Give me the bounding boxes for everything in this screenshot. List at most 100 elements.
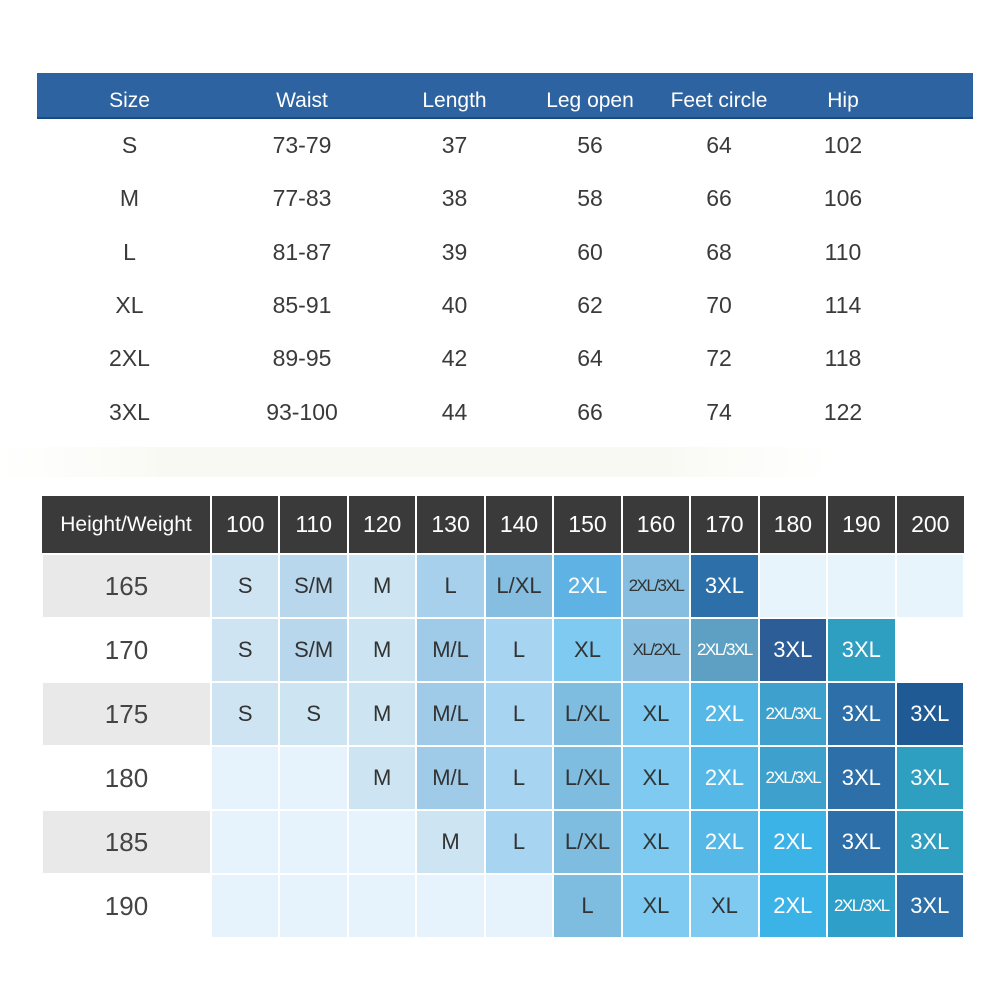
size-recommendation-cell: M — [346, 745, 418, 811]
size-recommendation-cell: S — [278, 681, 349, 747]
size-recommendation-cell: XL — [552, 617, 623, 683]
size-table-row: L 81-87 39 60 68 110 — [37, 226, 973, 279]
size-value-cell: 122 — [823, 398, 863, 425]
size-recommendation-cell: 3XL — [826, 745, 897, 811]
size-recommendation-cell — [278, 809, 349, 875]
size-recommendation-cell — [894, 617, 966, 683]
size-recommendation-cell: 3XL — [826, 617, 897, 683]
size-recommendation-cell: 2XL — [689, 745, 760, 811]
size-value-cell: 89-95 — [272, 345, 332, 372]
size-label-cell: 3XL — [109, 398, 150, 425]
size-header-cell: Size — [37, 73, 222, 119]
size-recommendation-cell: XL — [620, 873, 692, 939]
size-value-cell: 93-100 — [266, 398, 338, 425]
size-recommendation-cell: M — [415, 809, 486, 875]
size-recommendation-cell — [209, 809, 281, 875]
size-recommendation-cell: L — [415, 553, 486, 619]
size-value-cell: 73-79 — [272, 132, 332, 159]
size-recommendation-cell: M/L — [415, 681, 486, 747]
size-recommendation-cell: 3XL — [826, 681, 897, 747]
size-value-cell: 68 — [706, 238, 732, 265]
weight-header-cell: 140 — [484, 496, 555, 554]
size-table-row: 2XL 89-95 42 64 72 118 — [37, 332, 973, 385]
size-value-cell: 102 — [823, 132, 863, 159]
size-recommendation-cell: 3XL — [689, 553, 760, 619]
size-value-cell: 118 — [824, 345, 862, 372]
height-weight-table: Height/Weight 100 110 120 130 140 150 160 170 180… — [41, 496, 966, 939]
size-header-cell: Waist — [222, 73, 382, 119]
size-label-cell: M — [119, 185, 140, 212]
size-table-header: Size Waist Length Leg open Feet circle Hip — [37, 73, 973, 119]
size-recommendation-cell: 2XL — [689, 809, 760, 875]
size-header-cell: Length — [382, 73, 527, 119]
size-value-cell — [901, 332, 973, 385]
size-recommendation-cell: 2XL/3XL — [757, 745, 829, 811]
height-label-cell: 185 — [41, 809, 212, 875]
size-recommendation-cell: 2XL — [757, 809, 829, 875]
size-recommendation-cell: 2XL — [552, 553, 623, 619]
size-value-cell — [901, 279, 973, 332]
size-recommendation-cell: XL — [620, 681, 692, 747]
size-recommendation-cell: 3XL — [894, 873, 966, 939]
size-recommendation-cell: S/M — [278, 553, 349, 619]
size-label-cell: XL — [115, 292, 144, 319]
size-value-cell: 44 — [441, 398, 468, 425]
size-recommendation-cell — [483, 873, 555, 939]
size-value-cell: 56 — [577, 132, 603, 159]
size-recommendation-cell: L/XL — [552, 745, 623, 811]
height-label-cell: 190 — [41, 873, 212, 939]
size-recommendation-cell — [278, 745, 349, 811]
size-label-cell: L — [123, 238, 136, 265]
size-value-cell: 77-83 — [272, 185, 332, 212]
size-value-cell — [901, 118, 973, 172]
size-value-cell: 81-87 — [272, 238, 332, 265]
size-value-cell: 64 — [706, 132, 732, 159]
size-value-cell: 114 — [824, 292, 862, 319]
size-recommendation-cell: L — [552, 873, 623, 939]
height-label-cell: 180 — [41, 745, 212, 811]
size-value-cell: 70 — [706, 292, 732, 319]
hw-table-row: 180 M M/L L L/XL XL 2XL 2XL/3XL 3XL 3XL — [41, 745, 966, 811]
size-value-cell — [901, 172, 973, 225]
size-recommendation-cell: 2XL/3XL — [620, 553, 692, 619]
size-value-cell: 110 — [824, 238, 862, 265]
height-label-cell: 165 — [41, 553, 212, 619]
hw-table-row: 190 L XL XL 2XL 2XL/3XL 3XL — [41, 873, 966, 939]
hw-table-header: Height/Weight 100 110 120 130 140 150 160 170 180… — [42, 496, 964, 554]
size-recommendation-cell: S — [209, 681, 281, 747]
size-value-cell — [901, 226, 973, 279]
weight-header-cell: 150 — [553, 496, 623, 554]
height-label-cell: 170 — [41, 617, 212, 683]
size-value-cell: 66 — [706, 185, 732, 212]
size-recommendation-cell: M — [346, 617, 418, 683]
hw-table-row: 170 S S/M M M/L L XL XL/2XL 2XL/3XL 3XL 3XL — [41, 617, 966, 683]
size-value-cell: 58 — [577, 185, 603, 212]
size-recommendation-cell — [278, 873, 349, 939]
size-value-cell: 66 — [577, 398, 603, 425]
size-recommendation-cell: L — [483, 681, 555, 747]
size-recommendation-cell — [346, 873, 418, 939]
size-table-row: M 77-83 38 58 66 106 — [37, 172, 973, 225]
weight-header-cell: 190 — [827, 496, 897, 554]
size-recommendation-cell — [346, 809, 418, 875]
size-recommendation-cell: XL — [689, 873, 760, 939]
size-recommendation-cell: L/XL — [552, 809, 623, 875]
size-recommendation-cell — [826, 553, 897, 619]
size-value-cell: 106 — [823, 185, 863, 212]
size-recommendation-cell: 2XL/3XL — [757, 681, 829, 747]
size-recommendation-cell: S — [209, 553, 281, 619]
hw-table-row: 185 M L L/XL XL 2XL 2XL 3XL 3XL — [41, 809, 966, 875]
size-recommendation-cell: XL/2XL — [620, 617, 692, 683]
size-recommendation-cell — [209, 873, 281, 939]
size-recommendation-cell: M — [346, 681, 418, 747]
size-label-cell: S — [121, 132, 138, 159]
size-recommendation-cell: S — [209, 617, 281, 683]
size-recommendation-cell — [757, 553, 829, 619]
size-recommendation-cell: L/XL — [552, 681, 623, 747]
weight-header-cell: 200 — [895, 496, 964, 554]
size-table-row: XL 85-91 40 62 70 114 — [37, 279, 973, 332]
size-recommendation-cell: L — [483, 745, 555, 811]
size-value-cell: 39 — [441, 238, 468, 265]
size-recommendation-cell — [894, 553, 966, 619]
size-recommendation-cell: M/L — [415, 617, 486, 683]
